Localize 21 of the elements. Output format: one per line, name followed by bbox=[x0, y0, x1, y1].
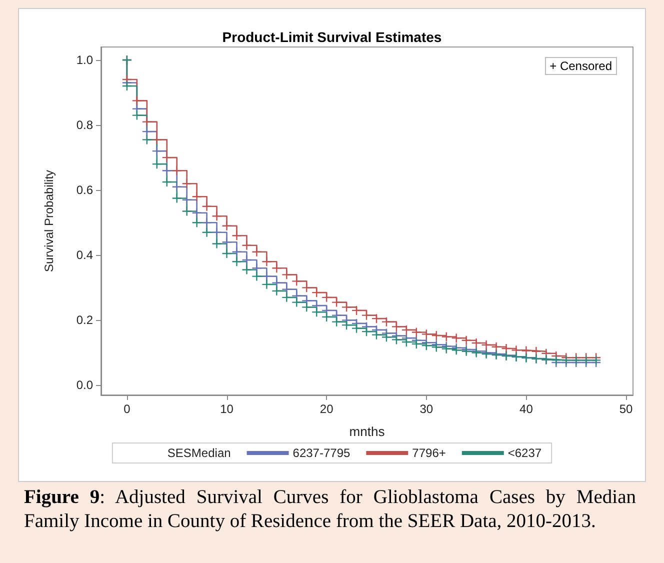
y-tick-label: 0.8 bbox=[76, 118, 94, 132]
legend-label: 6237-7795 bbox=[292, 446, 350, 460]
legend-label: <6237 bbox=[508, 446, 542, 460]
x-tick-label: 30 bbox=[420, 402, 434, 416]
x-tick-label: 40 bbox=[520, 402, 534, 416]
x-tick-label: 10 bbox=[220, 402, 234, 416]
legend-title: SESMedian bbox=[167, 446, 231, 460]
y-axis-title: Survival Probability bbox=[42, 170, 56, 272]
caption: Figure 9: Adjusted Survival Curves for Glioblastoma Cases by Median Family Income in County of Residence from the SEER Data, 2010-2013. bbox=[24, 486, 636, 534]
x-tick-label: 0 bbox=[124, 402, 131, 416]
y-tick-label: 0.6 bbox=[76, 183, 94, 198]
y-tick-label: 0.4 bbox=[76, 248, 94, 262]
x-tick-label: 20 bbox=[320, 402, 334, 416]
x-axis-title: mnths bbox=[349, 424, 386, 439]
legend-label: 7796+ bbox=[412, 446, 446, 460]
y-tick-label: 0.0 bbox=[76, 378, 94, 392]
chart-title: Product-Limit Survival Estimates bbox=[222, 29, 442, 45]
y-tick-label: 1.0 bbox=[76, 53, 94, 68]
y-tick-label: 0.2 bbox=[76, 313, 94, 328]
x-tick-label: 50 bbox=[619, 402, 634, 416]
annotation: + Censored bbox=[544, 57, 617, 75]
